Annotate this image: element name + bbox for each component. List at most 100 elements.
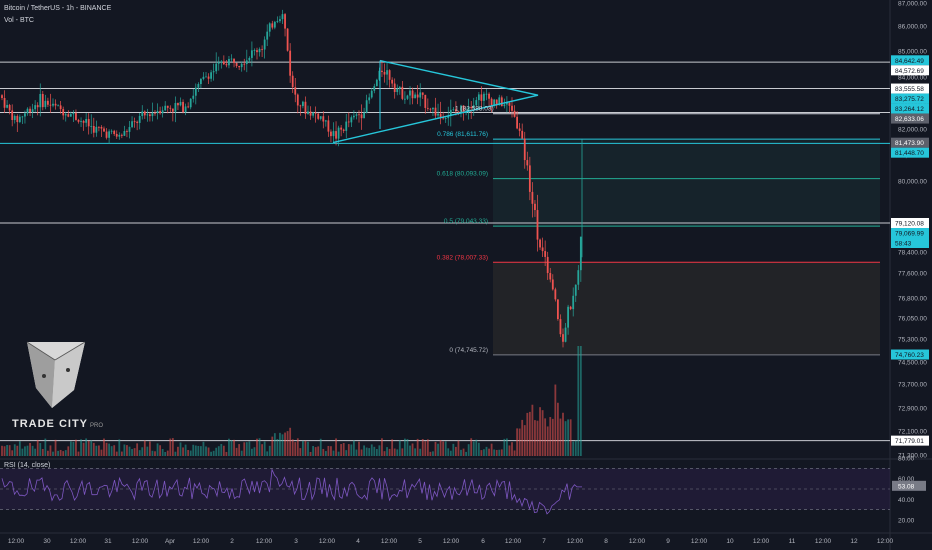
candle-body-97 [248, 57, 251, 61]
candle-body-227 [579, 236, 582, 271]
candle-body-1 [3, 98, 6, 108]
candle-body-38 [98, 126, 100, 128]
rsi-tick-label-20: 20.00 [898, 518, 915, 525]
candle-body-128 [327, 120, 330, 132]
volume-bar-38 [98, 445, 100, 456]
candle-body-160 [409, 90, 411, 96]
candle-body-33 [85, 118, 88, 123]
candle-body-65 [166, 105, 169, 108]
volume-bar-226 [577, 346, 580, 456]
candle-body-157 [401, 86, 404, 99]
volume-bar-28 [72, 441, 75, 456]
volume-bar-208 [531, 404, 534, 456]
candle-body-79 [202, 76, 205, 79]
candle-body-178 [455, 109, 457, 112]
horizontal-levels[interactable] [0, 61, 890, 442]
volume-bar-25 [64, 450, 67, 456]
volume-bar-217 [554, 384, 557, 456]
candle-body-73 [187, 106, 190, 108]
x-tick-label-3: 31 [104, 538, 112, 545]
volume-bar-113 [289, 427, 292, 456]
volume-bar-116 [296, 438, 299, 456]
volume-bar-155 [396, 449, 399, 456]
price-badge-label-9: 79,069.99 [895, 230, 924, 237]
volume-bar-40 [103, 438, 105, 456]
candle-body-100 [256, 50, 258, 53]
candle-body-56 [143, 111, 146, 116]
volume-bar-201 [513, 450, 516, 456]
volume-bar-149 [381, 438, 383, 456]
volume-bar-59 [151, 450, 154, 456]
volume-bar-222 [567, 419, 569, 456]
symbol-legend[interactable]: Bitcoin / TetherUS - 1h - BINANCE [4, 5, 112, 12]
volume-bar-195 [498, 449, 501, 456]
candle-body-39 [100, 126, 103, 129]
candle-body-90 [230, 58, 233, 60]
candle-body-170 [434, 107, 437, 116]
time-axis[interactable]: 12:00 30 12:00 31 12:00 Apr 12:00 2 12:00 3 12:00 4… [8, 538, 894, 545]
price-badge-3 [891, 93, 929, 104]
candle-body-140 [358, 114, 360, 116]
candle-body-115 [294, 87, 297, 95]
candle-body-204 [521, 130, 524, 139]
candle-body-10 [26, 108, 29, 114]
volume-bar-0 [1, 445, 3, 456]
candle-body-180 [460, 105, 462, 112]
price-badge-5 [891, 113, 929, 124]
candle-body-77 [197, 84, 200, 88]
candle-body-220 [562, 334, 564, 342]
candle-body-122 [312, 112, 314, 116]
candle-body-177 [452, 109, 455, 111]
candle-body-2 [6, 104, 8, 108]
candle-body-141 [360, 114, 363, 119]
rsi-pane: 80.00 60.00 40.00 20.00 53.08 [0, 456, 926, 525]
candle-body-146 [373, 86, 376, 91]
volume-bar-184 [470, 438, 473, 456]
volume-bar-173 [442, 441, 445, 456]
volume-bar-5 [13, 444, 16, 456]
candle-body-58 [149, 114, 151, 117]
volume-bar-199 [508, 445, 511, 456]
x-tick-label-13: 5 [418, 538, 422, 545]
volume-bar-108 [276, 439, 279, 456]
volume-bar-26 [67, 446, 70, 456]
x-tick-label-4: 12:00 [132, 538, 149, 545]
candle-body-171 [437, 113, 439, 116]
candle-body-19 [49, 104, 52, 106]
candle-body-200 [511, 105, 513, 111]
volume-bar-136 [347, 444, 350, 456]
candle-body-57 [146, 114, 149, 116]
candle-body-137 [350, 117, 353, 123]
triangle-pattern[interactable] [332, 59, 539, 144]
volume-bar-171 [437, 443, 439, 456]
rsi-legend[interactable]: RSI (14, close) [4, 462, 51, 469]
candle-body-201 [513, 110, 516, 117]
fibonacci-retracement[interactable] [493, 113, 880, 356]
candle-body-0 [1, 95, 3, 99]
candle-body-162 [414, 94, 416, 99]
price-badge-label-10: 58:43 [895, 240, 912, 247]
candle-body-81 [207, 76, 210, 79]
y-tick-label-9: 78,400.00 [898, 250, 927, 257]
volume-legend[interactable]: Vol - BTC [4, 17, 34, 24]
fib-label-0-382: 0.382 (78,007.33) [437, 254, 488, 261]
volume-bar-118 [302, 440, 304, 456]
volume-bar-114 [291, 439, 294, 456]
volume-bar-111 [284, 432, 286, 456]
volume-bar-203 [518, 428, 521, 456]
volume-bar-104 [266, 451, 269, 456]
candle-body-14 [36, 105, 39, 108]
volume-bar-41 [105, 442, 108, 456]
x-tick-label-15: 6 [481, 538, 485, 545]
volume-bar-187 [477, 442, 480, 456]
volume-bar-48 [123, 444, 126, 456]
volume-bar-165 [421, 439, 424, 456]
candle-body-154 [393, 83, 396, 93]
x-tick-label-0: 12:00 [8, 538, 25, 545]
candle-body-30 [77, 119, 80, 122]
candle-body-221 [564, 327, 567, 342]
volume-bar-33 [85, 438, 88, 456]
price-axis[interactable]: 87,000.0086,000.0085,000.0084,000.0083,0… [891, 1, 929, 460]
candle-body-31 [80, 121, 82, 122]
